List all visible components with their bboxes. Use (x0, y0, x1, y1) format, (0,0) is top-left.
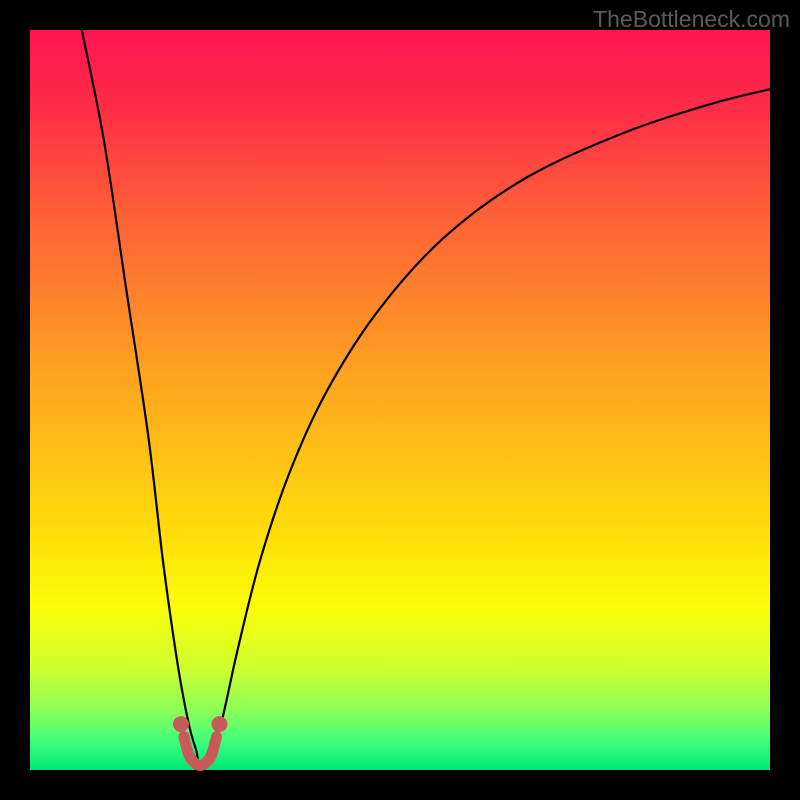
watermark-text: TheBottleneck.com (593, 6, 790, 33)
optimum-dot (211, 716, 227, 732)
gradient-area (30, 30, 770, 770)
optimum-dot (173, 716, 189, 732)
bottleneck-chart (0, 0, 800, 800)
